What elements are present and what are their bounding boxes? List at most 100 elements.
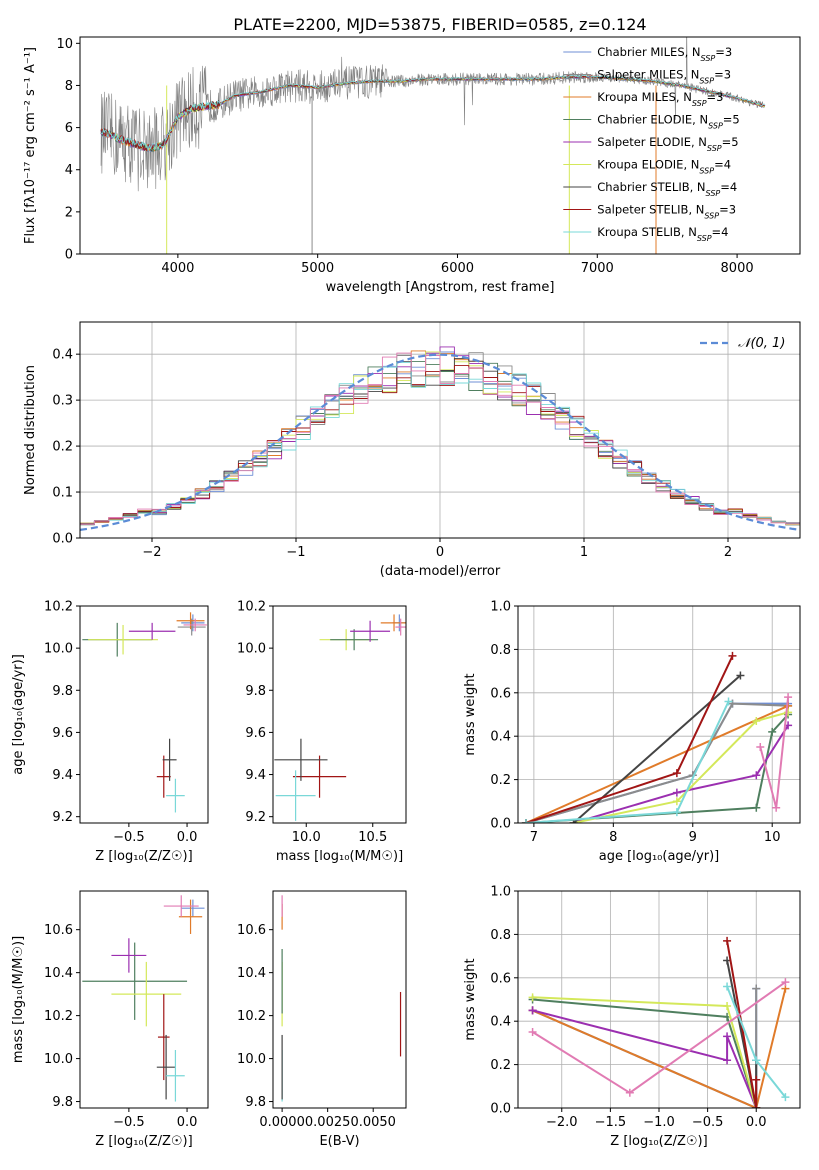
errorbar-point: [176, 612, 205, 630]
weight-marker: [672, 769, 681, 778]
errorbar-point: [82, 942, 188, 1020]
y-tick-label: 0.3: [52, 394, 73, 409]
weight-marker: [521, 819, 530, 823]
y-tick-label: 0.0: [52, 532, 73, 547]
weight-marker: [784, 708, 793, 717]
weight-marker: [752, 1075, 761, 1084]
x-tick-label: 9: [689, 830, 697, 845]
legend-entry: Chabrier ELODIE, NSSP=5: [597, 112, 739, 130]
weight-series-kroupa_miles: [525, 704, 789, 823]
y-axis-label: Flux [fλ10⁻¹⁷ erg cm⁻² s⁻¹ A⁻¹]: [23, 47, 38, 244]
errorbar-point: [275, 770, 316, 821]
y-tick-label: 10.2: [237, 1009, 266, 1024]
errorbar-point: [156, 755, 171, 798]
x-axis-label: wavelength [Angstrom, rest frame]: [326, 280, 555, 295]
x-tick-label: −1.0: [643, 1115, 675, 1130]
plot-frame: [79, 890, 209, 1109]
errorbar-point: [177, 618, 206, 636]
weight-marker: [672, 808, 681, 817]
panel-weight_vs_age: 7 8 9 10 0.0 0.2 0.4 0.6 0.8 1.0 age [log₁₀(age/yr…: [463, 600, 801, 864]
plot-area: [521, 651, 793, 823]
y-tick-label: 10.4: [44, 966, 73, 981]
weight-marker: [752, 984, 761, 993]
x-tick-label: −2: [142, 545, 161, 560]
weight-marker: [752, 1056, 761, 1065]
y-axis-label: mass weight: [463, 958, 478, 1040]
legend-entry: Kroupa MILES, NSSP=3: [597, 90, 723, 108]
x-tick-label: 0: [436, 545, 444, 560]
legend-entry: Salpeter STELIB, NSSP=3: [597, 202, 736, 220]
plot-frame: [272, 890, 407, 1109]
errorbar-point: [178, 899, 203, 934]
legend-entry: Kroupa STELIB, NSSP=4: [597, 225, 728, 243]
weight-series-kroupa_stelib: [525, 701, 730, 823]
weight-marker: [723, 1002, 732, 1011]
y-tick-label: 8: [65, 79, 73, 94]
weight-marker: [723, 982, 732, 991]
x-tick-label: 10.5: [358, 830, 387, 845]
y-tick-label: 0.2: [490, 1058, 511, 1073]
weight-marker: [723, 936, 732, 945]
weight-marker: [756, 743, 765, 752]
weight-series-salpeter_stelib: [525, 655, 734, 823]
weight-marker: [781, 978, 790, 987]
x-tick-label: −1: [286, 545, 305, 560]
legend-subscript: SSP: [699, 76, 714, 85]
plot-frame: [517, 605, 801, 824]
plot-frame: [79, 36, 801, 255]
errorbar-point: [395, 618, 406, 636]
legend-entry: Salpeter MILES, NSSP=3: [597, 67, 731, 85]
y-tick-label: 0.4: [52, 348, 73, 363]
x-tick-label: 0.0025: [305, 1115, 351, 1130]
weight-marker: [752, 771, 761, 780]
y-tick-label: 0: [65, 248, 73, 263]
x-tick-label: 8000: [721, 261, 754, 276]
y-tick-label: 0.2: [52, 440, 73, 455]
y-tick-label: 9.8: [52, 1095, 73, 1110]
y-tick-label: 10.4: [237, 966, 266, 981]
y-axis-label: mass weight: [463, 673, 478, 755]
y-tick-label: 0.6: [490, 971, 511, 986]
errorbar-point: [111, 938, 147, 973]
weight-marker: [752, 717, 761, 726]
errorbar-point: [380, 614, 406, 632]
legend-entry: 𝒩(0, 1): [738, 336, 785, 351]
x-tick-label: 6000: [441, 261, 474, 276]
weight-marker: [672, 797, 681, 806]
weight-marker: [768, 727, 777, 736]
plot-area: [82, 895, 205, 1102]
y-tick-label: 0.1: [52, 486, 73, 501]
panel-mass_vs_ebv: 0.0000 0.0025 0.0050 9.8 10.0 10.2 10.4 10.6 E(B…: [237, 890, 407, 1149]
x-tick-label: 0.0: [746, 1115, 767, 1130]
figure-title: PLATE=2200, MJD=53875, FIBERID=0585, z=0…: [233, 15, 646, 34]
errorbar-point: [162, 738, 177, 781]
weight-series-chabrier_elodie: [525, 713, 789, 823]
plot-frame: [272, 605, 407, 824]
normal-curve: [80, 353, 800, 531]
errorbar-point: [128, 622, 176, 640]
x-tick-label: 10.0: [292, 830, 321, 845]
plot-area: [82, 612, 207, 813]
errorbar-point: [274, 738, 328, 781]
y-tick-label: 10.6: [237, 923, 266, 938]
plot-area: [80, 346, 800, 531]
errorbar-point: [183, 618, 207, 632]
errorbar-point: [157, 994, 170, 1081]
x-tick-label: 7000: [581, 261, 614, 276]
panel-mass_vs_Z: −0.5 0.0 9.8 10.0 10.2 10.4 10.6 Z [log₁₀(Z/Z☉)…: [11, 890, 209, 1149]
weight-marker: [728, 651, 737, 660]
errorbar-point: [156, 1034, 176, 1100]
panel-residuals: −2 −1 0 1 2 0.0 0.1 0.2 0.3 0.4 (data-model)/error…: [23, 321, 801, 579]
y-tick-label: 10.0: [44, 642, 73, 657]
y-tick-label: 9.8: [245, 684, 266, 699]
legend-subscript: SSP: [707, 143, 722, 152]
y-axis-label: Normed distribution: [23, 365, 38, 495]
model-spectrum-kroupa_stelib: [100, 75, 765, 152]
y-tick-label: 10.0: [237, 642, 266, 657]
y-tick-label: 10.2: [237, 600, 266, 615]
x-axis-label: Z [log₁₀(Z/Z☉)]: [610, 1134, 707, 1149]
x-tick-label: 0.0050: [350, 1115, 396, 1130]
y-tick-label: 9.6: [52, 726, 73, 741]
weight-marker: [784, 693, 793, 702]
weight-marker: [528, 993, 537, 1002]
